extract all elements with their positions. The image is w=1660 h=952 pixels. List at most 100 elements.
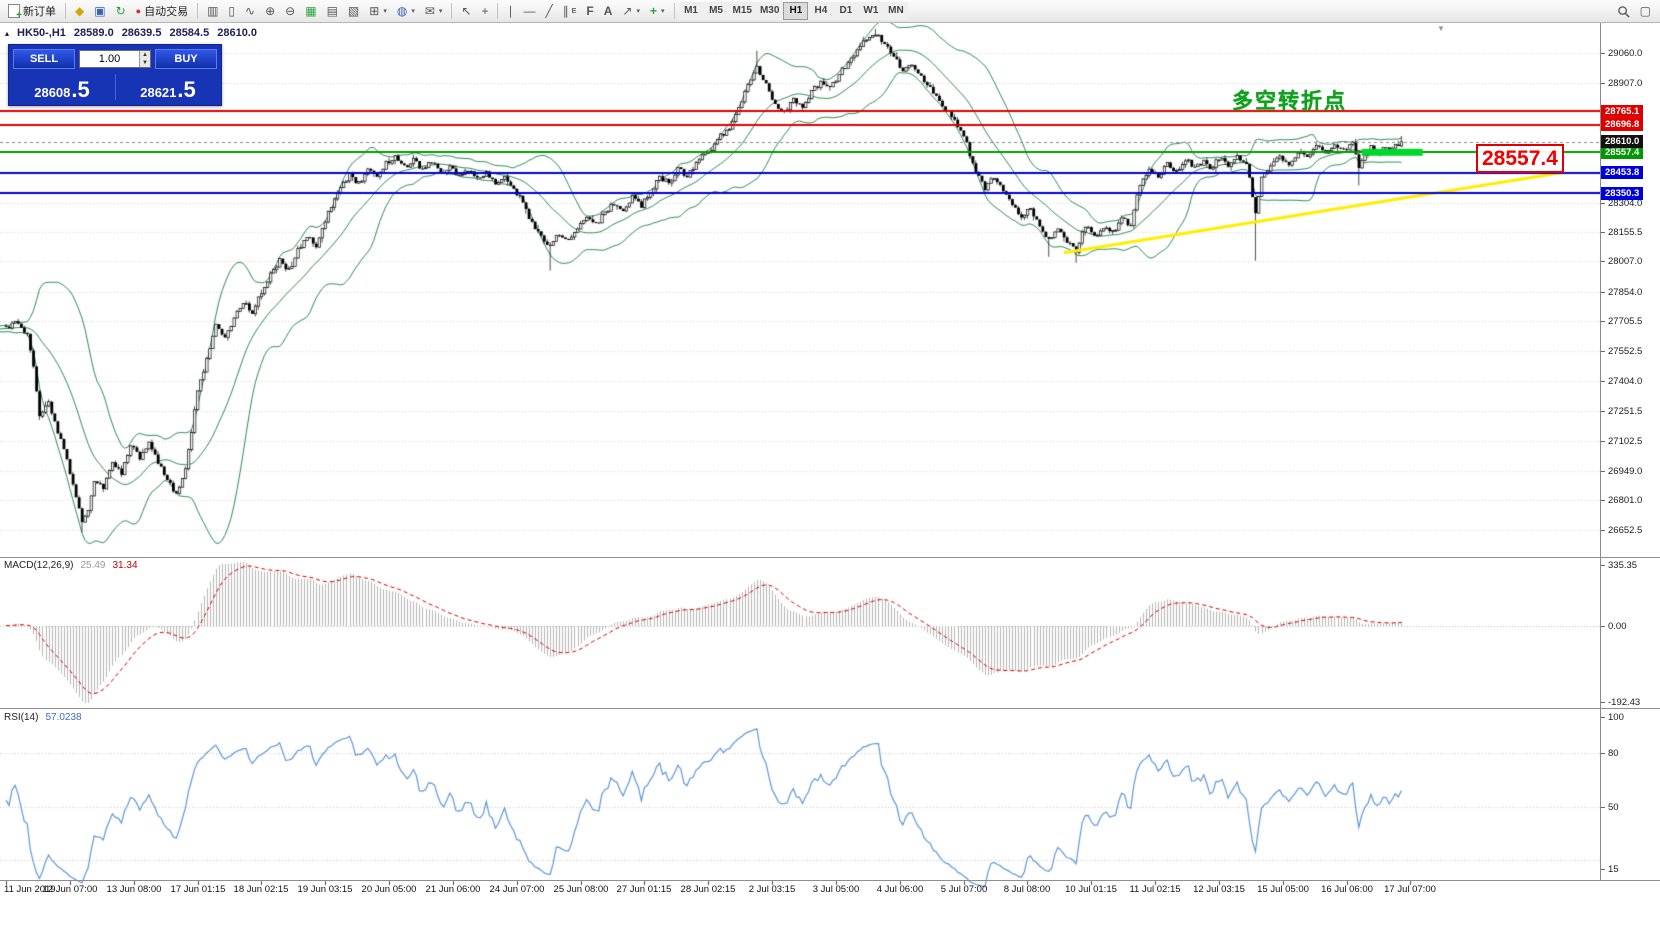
price-tag: 28696.8	[1601, 118, 1644, 132]
vertical-line-icon: ∣	[507, 4, 514, 18]
charts-icon: ◆	[75, 4, 85, 18]
refresh-button[interactable]: ↻	[111, 1, 131, 21]
zoom-in-icon: ⊕	[265, 4, 276, 18]
buy-button[interactable]: BUY	[155, 49, 217, 69]
profiles-menu-button[interactable]: ◍ ▾	[392, 1, 420, 21]
time-label: 2 Jul 03:15	[748, 884, 796, 895]
timeframe-h1-button[interactable]: H1	[783, 2, 809, 20]
spinner-up-icon[interactable]: ▲	[140, 51, 150, 59]
new-order-button[interactable]: 新订单	[3, 1, 61, 21]
time-axis[interactable]: 11 Jun 2019 12 Jun 07:00 13 Jun 08:00 17 Ju…	[0, 884, 1660, 898]
toolbar-separator	[451, 3, 453, 19]
timeframe-m15-button[interactable]: M15	[728, 2, 756, 20]
rsi-name: RSI(14)	[4, 712, 39, 723]
sell-price[interactable]: 28608 .5	[9, 71, 115, 103]
indicators-button[interactable]: + ▾	[645, 1, 670, 21]
chevron-down-icon: ▾	[636, 8, 640, 15]
cursor-icon: ↖	[461, 4, 472, 18]
fibonacci-icon: F	[586, 4, 594, 18]
scale-tick-label: 28304.0	[1600, 197, 1643, 209]
zoom-out-icon: ⊖	[285, 4, 296, 18]
new-order-label: 新订单	[23, 6, 56, 18]
zoom-in-button[interactable]: ⊕	[260, 1, 280, 21]
bar-chart-mode-button[interactable]: ▥	[202, 1, 223, 21]
volume-value[interactable]: 1.00	[98, 53, 121, 65]
sell-button[interactable]: SELL	[13, 49, 75, 69]
indicators-icon: +	[649, 4, 657, 18]
cascade-windows-button[interactable]: ▧	[343, 1, 364, 21]
fibonacci-tool-button[interactable]: F	[581, 1, 598, 21]
line-chart-mode-button[interactable]: ∿	[240, 1, 260, 21]
scale-tick-label: 27251.5	[1600, 406, 1643, 418]
buy-price-frac: .5	[177, 77, 196, 102]
timeframe-h4-button[interactable]: H4	[808, 2, 834, 20]
arrange-icon: ▤	[326, 4, 338, 18]
arrows-tool-button[interactable]: ↗ ▾	[617, 1, 645, 21]
timeframe-m1-button[interactable]: M1	[678, 2, 704, 20]
price-tag: 28557.4	[1601, 145, 1644, 159]
charts-window-button[interactable]: ◆	[70, 1, 89, 21]
time-label: 11 Jul 02:15	[1129, 884, 1181, 895]
zoom-out-button[interactable]: ⊖	[280, 1, 300, 21]
channel-sub-label: E	[571, 7, 577, 15]
volume-stepper[interactable]: 1.00 ▲ ▼	[79, 50, 151, 68]
tile-windows-button[interactable]: ▦	[300, 1, 321, 21]
auto-trading-button[interactable]: ● 自动交易	[131, 1, 193, 21]
toolbar-separator	[65, 3, 66, 19]
panel-separator[interactable]	[0, 557, 1660, 558]
price-scale[interactable]: 29060.0 28907.0 28304.0 28155.5 28007.0 27854…	[1600, 23, 1660, 880]
horizontal-line-tool-button[interactable]: ―	[518, 1, 540, 21]
mail-icon: ✉	[424, 4, 435, 18]
timeframe-m5-button[interactable]: M5	[703, 2, 729, 20]
crosshair-icon: +	[481, 4, 489, 18]
search-button[interactable]	[1612, 1, 1635, 21]
cascade-icon: ▧	[347, 4, 360, 18]
time-label: 20 Jun 05:00	[361, 884, 417, 895]
time-label: 21 Jun 06:00	[425, 884, 481, 895]
chevron-down-icon: ▾	[661, 8, 665, 15]
volume-spinner[interactable]: ▲ ▼	[139, 51, 150, 67]
price-tag: 28453.8	[1601, 166, 1644, 180]
candlestick-mode-button[interactable]: ▯	[223, 1, 240, 21]
timeframe-d1-button[interactable]: D1	[833, 2, 859, 20]
spinner-down-icon[interactable]: ▼	[140, 59, 150, 67]
time-label: 4 Jul 06:00	[876, 884, 924, 895]
chart-shift-marker-icon[interactable]: ▼	[1437, 24, 1445, 33]
timeframe-w1-button[interactable]: W1	[858, 2, 884, 20]
price-callout-label[interactable]: 28557.4	[1476, 144, 1564, 173]
ohlc-high: 28639.5	[121, 27, 162, 39]
channel-tool-button[interactable]: ∥ E	[558, 1, 582, 21]
scale-tick-label: 100	[1601, 712, 1624, 724]
arrange-windows-button[interactable]: ▤	[322, 1, 343, 21]
rsi-value: 57.0238	[45, 712, 82, 723]
tile-windows-icon: ▦	[305, 4, 317, 18]
time-label: 24 Jun 07:00	[489, 884, 545, 895]
vertical-line-tool-button[interactable]: ∣	[502, 1, 518, 21]
main-toolbar: 新订单 ◆ ▣ ↻ ● 自动交易 ▥ ▯ ∿ ⊕ ⊖ ▦ ▤ ▧ ⊞▾ ◍▾ ✉…	[0, 0, 1660, 23]
timeframe-m30-button[interactable]: M30	[755, 2, 784, 20]
horizontal-line-icon: ―	[523, 4, 536, 18]
scale-tick-label: 28155.5	[1600, 226, 1643, 238]
text-tool-button[interactable]: A	[599, 1, 618, 21]
one-click-toggle-icon[interactable]: ▴	[5, 28, 10, 38]
time-label: 17 Jun 01:15	[170, 884, 226, 895]
time-label: 28 Jun 02:15	[680, 884, 736, 895]
new-chart-button[interactable]: ⊞ ▾	[364, 1, 392, 21]
arrows-icon: ↗	[622, 4, 633, 18]
timeframe-mn-button[interactable]: MN	[883, 2, 909, 20]
buy-price[interactable]: 28621 .5	[115, 71, 221, 103]
turning-point-annotation[interactable]: 多空转折点	[1232, 90, 1347, 113]
mail-menu-button[interactable]: ✉ ▾	[420, 1, 448, 21]
crosshair-tool-button[interactable]: +	[476, 1, 493, 21]
cursor-tool-button[interactable]: ↖	[456, 1, 476, 21]
layout-button[interactable]: ▢	[1635, 1, 1656, 21]
chevron-down-icon: ▾	[383, 8, 387, 15]
scale-tick-label: 80	[1601, 748, 1619, 760]
symbol-info-line: ▴ HK50-,H1 28589.0 28639.5 28584.5 28610…	[5, 27, 257, 39]
panel-separator[interactable]	[0, 708, 1660, 709]
buy-price-main: 28621	[140, 85, 177, 100]
profile-button[interactable]: ▣	[89, 1, 110, 21]
layout-icon: ▢	[1639, 4, 1651, 18]
trendline-tool-button[interactable]: ╱	[540, 1, 557, 21]
